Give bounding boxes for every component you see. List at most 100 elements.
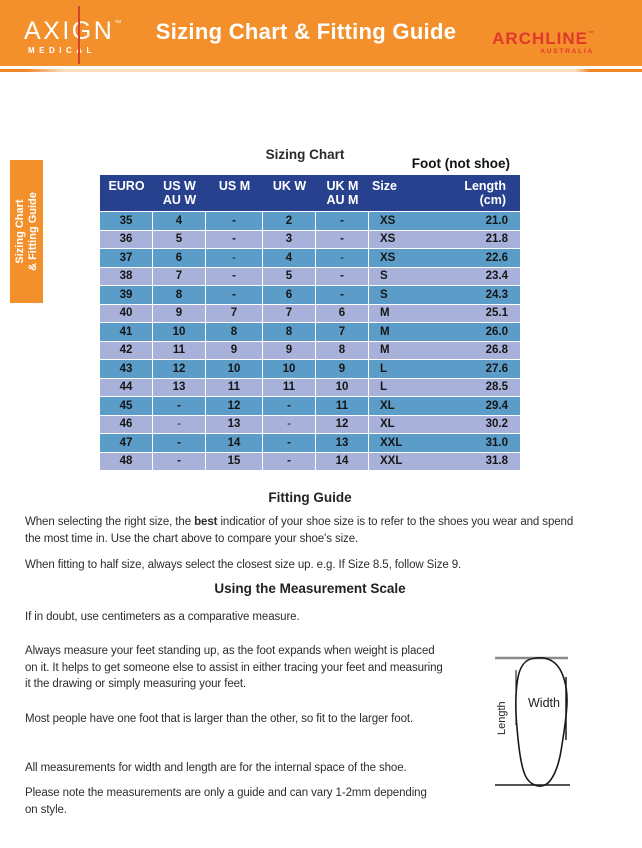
- table-cell: 43: [100, 360, 153, 378]
- axign-logo: AXIGN™ MEDICAL: [24, 6, 121, 64]
- table-cell: 13: [153, 378, 206, 396]
- table-cell: 10: [316, 378, 369, 396]
- table-cell: 41: [100, 323, 153, 341]
- column-header-text2: AU M: [326, 193, 359, 207]
- table-cell: 44: [100, 378, 153, 396]
- table-cell: 6: [263, 286, 316, 304]
- archline-trademark: ™: [588, 31, 595, 37]
- table-cell: L: [380, 381, 388, 394]
- table-cell: 26.0: [485, 325, 508, 338]
- table-row: 47-14-13 XXL 31.0: [100, 433, 520, 452]
- table-cell: -: [316, 230, 369, 248]
- table-cell: 37: [100, 249, 153, 267]
- table-cell: 28.5: [485, 381, 508, 394]
- table-cell: 23.4: [485, 270, 508, 283]
- table-cell: M: [380, 344, 390, 357]
- table-cell: 45: [100, 397, 153, 415]
- table-cell: XXL: [380, 436, 403, 449]
- table-cell: 27.6: [485, 362, 508, 375]
- side-tab: Sizing Chart & Fitting Guide: [10, 160, 43, 303]
- column-header-usm: US M: [206, 175, 263, 211]
- side-tab-line1: Sizing Chart: [13, 199, 26, 264]
- measurement-paragraph-2: Always measure your feet standing up, as…: [25, 645, 443, 690]
- table-row: 38 7-5- S 23.4: [100, 266, 520, 285]
- archline-logo: ARCHLINE™ AUSTRALIA: [492, 26, 595, 55]
- column-header-text: Size: [372, 179, 398, 193]
- table-cell: 14: [206, 434, 263, 452]
- table-cell: 7: [153, 267, 206, 285]
- table-cell: 31.8: [485, 455, 508, 468]
- table-cell: 8: [263, 323, 316, 341]
- sizing-chart-title: Sizing Chart: [265, 147, 345, 162]
- measurement-paragraph-5: Please note the measurements are only a …: [25, 787, 427, 816]
- table-cell: 12: [153, 360, 206, 378]
- table-cell: 4: [263, 249, 316, 267]
- table-cell: 2: [263, 212, 316, 230]
- table-cell: 13: [206, 415, 263, 433]
- table-cell: 25.1: [485, 307, 508, 320]
- column-header-ukw: UK W: [263, 175, 316, 211]
- header-bar: AXIGN™ MEDICAL Sizing Chart & Fitting Gu…: [0, 0, 642, 66]
- table-cell: 46: [100, 415, 153, 433]
- column-header-euro: EURO: [100, 175, 153, 211]
- table-cell: 22.6: [485, 251, 508, 264]
- table-cell: -: [206, 230, 263, 248]
- table-cell: 24.3: [485, 288, 508, 301]
- table-cell: 47: [100, 434, 153, 452]
- table-cell: 5: [153, 230, 206, 248]
- table-row: 45-12-11 XL 29.4: [100, 396, 520, 415]
- table-cell: 48: [100, 452, 153, 470]
- column-header-text: Length: [464, 179, 506, 193]
- table-cell: -: [153, 397, 206, 415]
- column-header-text: US M: [218, 179, 251, 193]
- table-cell: -: [263, 397, 316, 415]
- table-cell: 26.8: [485, 344, 508, 357]
- column-header-text2: (cm): [479, 193, 506, 207]
- table-row: 40 9 7 7 6 M 25.1: [100, 303, 520, 322]
- column-header-ukm: UK M AU M: [316, 175, 369, 211]
- sizing-table: EURO US W AU W US M UK W UK M AU M Size Le…: [100, 175, 520, 470]
- length-label: Length: [496, 701, 508, 735]
- side-tab-line2: & Fitting Guide: [26, 192, 39, 271]
- column-header-text2: AU W: [162, 193, 197, 207]
- table-cell: 9: [263, 341, 316, 359]
- table-row: 35 4-2- XS 21.0: [100, 211, 520, 230]
- table-cell: S: [380, 270, 388, 283]
- foot-not-shoe-label: Foot (not shoe): [411, 156, 510, 171]
- table-cell: 42: [100, 341, 153, 359]
- table-cell: 11: [206, 378, 263, 396]
- table-cell: 9: [153, 304, 206, 322]
- column-header-text: UK M: [326, 179, 359, 193]
- table-cell: -: [263, 415, 316, 433]
- header-divider-line: [0, 69, 642, 72]
- table-cell: 9: [316, 360, 369, 378]
- page-title: Sizing Chart & Fitting Guide: [155, 19, 457, 44]
- table-cell: 8: [153, 286, 206, 304]
- table-cell: XS: [380, 233, 396, 246]
- table-row: 46-13-12 XL 30.2: [100, 414, 520, 433]
- table-cell: -: [206, 267, 263, 285]
- column-header-text: UK W: [272, 179, 307, 193]
- table-cell: 29.4: [485, 399, 508, 412]
- axign-subtitle: MEDICAL: [28, 46, 96, 55]
- table-cell: 11: [153, 341, 206, 359]
- table-cell: -: [153, 434, 206, 452]
- table-cell: 31.0: [485, 436, 508, 449]
- table-cell: -: [316, 212, 369, 230]
- table-cell: -: [153, 415, 206, 433]
- table-cell: -: [316, 286, 369, 304]
- table-cell: 15: [206, 452, 263, 470]
- table-cell: 21.0: [485, 214, 508, 227]
- table-row: 43 12 10 10 9 L 27.6: [100, 359, 520, 378]
- axign-logo-vertical-line: [78, 6, 80, 64]
- table-cell: 8: [316, 341, 369, 359]
- table-cell: 12: [316, 415, 369, 433]
- measurement-paragraph-4: All measurements for width and length ar…: [25, 762, 407, 774]
- table-cell: 40: [100, 304, 153, 322]
- table-cell: -: [263, 452, 316, 470]
- table-cell: 7: [206, 304, 263, 322]
- table-cell: 7: [316, 323, 369, 341]
- side-tab-label: Sizing Chart & Fitting Guide: [10, 160, 43, 303]
- table-row: 41 10 8 8 7 M 26.0: [100, 322, 520, 341]
